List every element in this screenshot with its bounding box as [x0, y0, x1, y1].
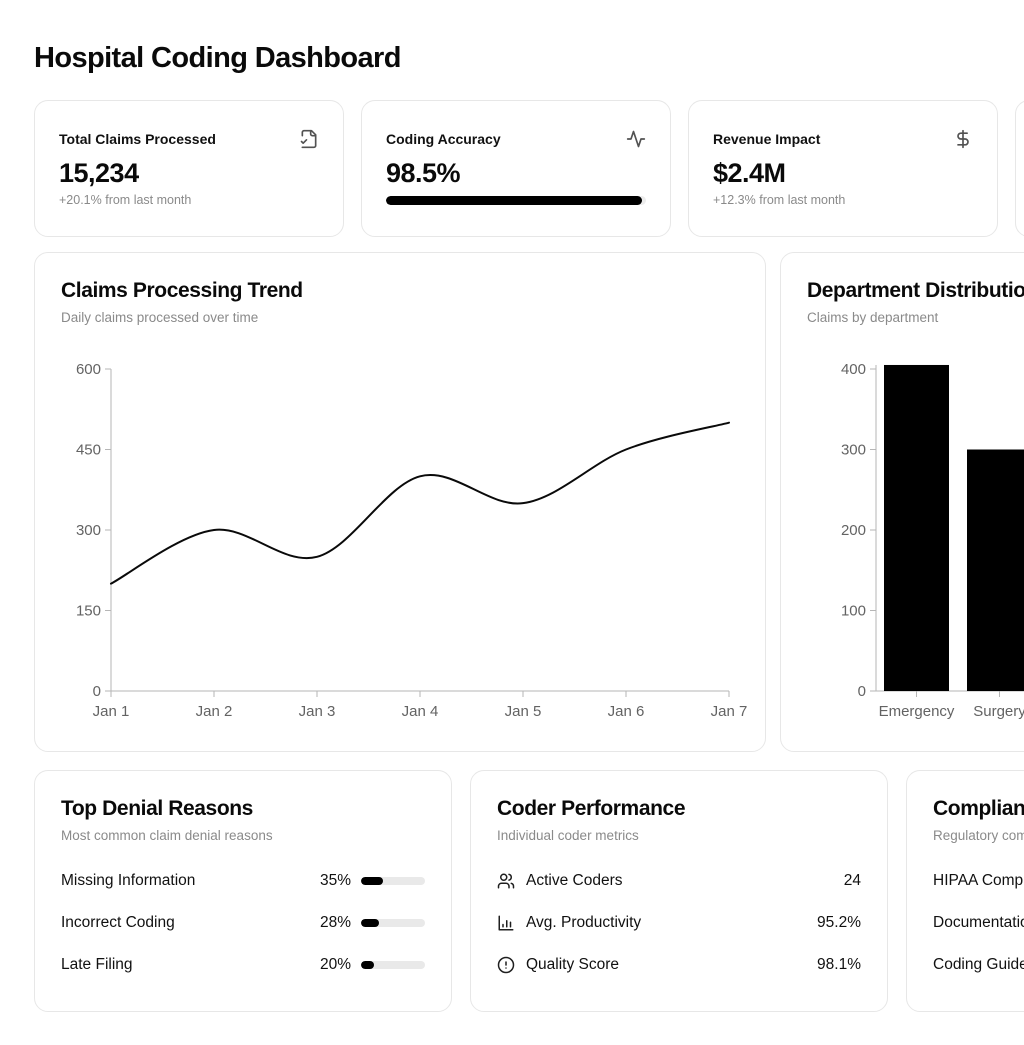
panel-title: Compliance [933, 797, 1024, 820]
stat-subtext: +20.1% from last month [59, 193, 192, 207]
svg-text:Jan 3: Jan 3 [299, 703, 336, 720]
stat-cards-row: Total Claims Processed 15,234 +20.1% fro… [34, 100, 1024, 237]
stat-card-coding-accuracy: Coding Accuracy 98.5% [361, 100, 671, 237]
compliance-label: Documentation [933, 914, 1024, 931]
metric-label: Active Coders [526, 872, 623, 889]
denial-bar-track [361, 919, 425, 927]
metric-value: 95.2% [817, 914, 861, 931]
metric-label: Quality Score [526, 956, 620, 973]
stat-card-revenue-impact: Revenue Impact $2.4M +12.3% from last mo… [688, 100, 998, 237]
denial-pct: 20% [319, 956, 351, 973]
stat-title: Coding Accuracy [386, 131, 501, 147]
svg-text:300: 300 [841, 442, 866, 459]
denial-pct: 28% [319, 914, 351, 931]
stat-title: Total Claims Processed [59, 131, 216, 147]
panel-title: Top Denial Reasons [61, 797, 253, 820]
denial-label: Missing Information [61, 872, 196, 889]
denial-reasons-card: Top Denial Reasons Most common claim den… [34, 770, 452, 1012]
claims-trend-card: Claims Processing Trend Daily claims pro… [34, 252, 766, 752]
denial-row: Late Filing 20% [61, 953, 425, 977]
department-distribution-card: Department Distribution Claims by depart… [780, 252, 1024, 752]
chart-subtitle: Daily claims processed over time [61, 310, 259, 325]
denial-label: Incorrect Coding [61, 914, 175, 931]
alert-circle-icon [497, 956, 515, 974]
svg-text:150: 150 [76, 603, 101, 620]
file-check-icon [299, 129, 319, 149]
coder-performance-card: Coder Performance Individual coder metri… [470, 770, 888, 1012]
stat-card-total-claims: Total Claims Processed 15,234 +20.1% fro… [34, 100, 344, 237]
accuracy-progress-track [386, 196, 646, 205]
chart-title: Department Distribution [807, 279, 1024, 302]
svg-text:450: 450 [76, 442, 101, 459]
dollar-sign-icon [953, 129, 973, 149]
svg-text:Jan 6: Jan 6 [608, 703, 645, 720]
page-title: Hospital Coding Dashboard [34, 42, 401, 74]
denial-label: Late Filing [61, 956, 133, 973]
compliance-row: HIPAA Compliance [933, 869, 1024, 893]
panel-title: Coder Performance [497, 797, 686, 820]
accuracy-progress-fill [386, 196, 643, 205]
stat-value: 98.5% [386, 158, 461, 188]
denial-pct: 35% [319, 872, 351, 889]
stat-subtext: +12.3% from last month [713, 193, 846, 207]
denial-bar-track [361, 961, 425, 969]
metric-row: Quality Score 98.1% [497, 953, 861, 977]
panel-subtitle: Individual coder metrics [497, 828, 639, 843]
svg-text:400: 400 [841, 361, 866, 378]
svg-text:Jan 2: Jan 2 [196, 703, 233, 720]
denial-row: Incorrect Coding 28% [61, 911, 425, 935]
line-chart: 0 150 300 450 600 Jan 1 Jan 2 Jan 3 Jan 4 Jan 5 Ja… [61, 353, 747, 725]
svg-text:Surgery: Surgery [973, 703, 1024, 720]
svg-text:300: 300 [76, 522, 101, 539]
metric-label: Avg. Productivity [526, 914, 642, 931]
metric-row: Active Coders 24 [497, 869, 861, 893]
svg-text:600: 600 [76, 361, 101, 378]
compliance-row: Documentation [933, 911, 1024, 935]
users-icon [497, 872, 515, 890]
compliance-label: HIPAA Compliance [933, 872, 1024, 889]
svg-text:200: 200 [841, 522, 866, 539]
stat-title: Revenue Impact [713, 131, 821, 147]
denial-bar-fill [361, 919, 379, 927]
compliance-row: Coding Guidelines [933, 953, 1024, 977]
activity-icon [626, 129, 646, 149]
bar-chart-icon [497, 914, 515, 932]
chart-subtitle: Claims by department [807, 310, 939, 325]
svg-text:Jan 7: Jan 7 [711, 703, 748, 720]
svg-text:Jan 1: Jan 1 [93, 703, 130, 720]
svg-text:Jan 5: Jan 5 [505, 703, 542, 720]
stat-card-clipped [1015, 100, 1024, 237]
panel-subtitle: Most common claim denial reasons [61, 828, 273, 843]
svg-text:0: 0 [93, 683, 101, 700]
bar-chart: 0 100 200 300 400 Emergency Surgery [807, 353, 1024, 725]
chart-title: Claims Processing Trend [61, 279, 303, 302]
compliance-label: Coding Guidelines [933, 956, 1024, 973]
stat-value: $2.4M [713, 158, 786, 188]
svg-text:0: 0 [858, 683, 866, 700]
svg-text:Emergency: Emergency [879, 703, 955, 720]
denial-bar-track [361, 877, 425, 885]
denial-bar-fill [361, 877, 383, 885]
svg-text:Jan 4: Jan 4 [402, 703, 439, 720]
denial-bar-fill [361, 961, 374, 969]
stat-value: 15,234 [59, 158, 139, 188]
panel-subtitle: Regulatory compliance status [933, 828, 1024, 843]
compliance-card: Compliance Regulatory compliance status … [906, 770, 1024, 1012]
metric-value: 98.1% [817, 956, 861, 973]
svg-text:100: 100 [841, 603, 866, 620]
metric-row: Avg. Productivity 95.2% [497, 911, 861, 935]
metric-value: 24 [843, 872, 861, 889]
denial-row: Missing Information 35% [61, 869, 425, 893]
